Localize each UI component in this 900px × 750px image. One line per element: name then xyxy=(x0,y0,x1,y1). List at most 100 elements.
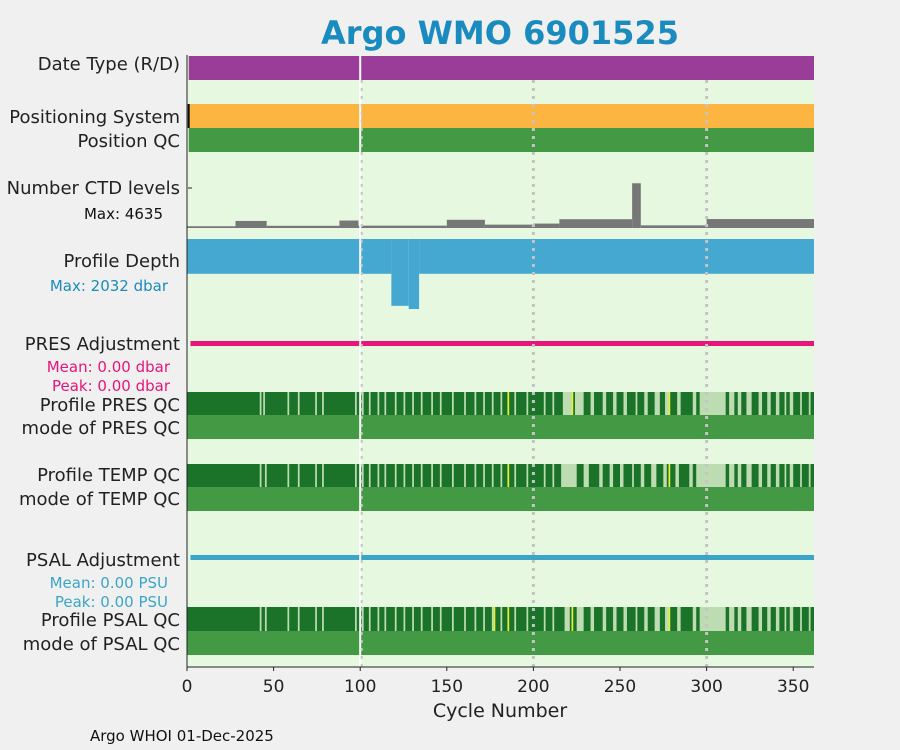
profile-qc-segment xyxy=(439,392,442,415)
profile-qc-segment xyxy=(609,464,614,487)
profile-qc-segment xyxy=(613,392,617,415)
pres-adjustment-label: PRES Adjustment xyxy=(25,334,180,355)
profile-qc-segment xyxy=(737,392,742,415)
profile-qc-segment xyxy=(377,464,380,487)
row-labels: Date Type (R/D) Positioning System Positio… xyxy=(7,54,180,655)
profile-qc-segment xyxy=(808,464,811,487)
psal-mode-qc-label: mode of PSAL QC xyxy=(23,634,180,655)
profile-qc-segment xyxy=(259,464,262,487)
temp-profile-qc-label: Profile TEMP QC xyxy=(37,465,180,486)
psal-adjustment-label: PSAL Adjustment xyxy=(26,550,180,571)
mode-qc-bar xyxy=(187,487,814,511)
ctd-levels-bar xyxy=(533,223,560,228)
x-tick-label: 50 xyxy=(263,677,285,697)
profile-qc-segment xyxy=(564,607,570,631)
profile-qc-segment xyxy=(635,392,638,415)
profile-depth-bar xyxy=(391,239,409,306)
profile-qc-segment xyxy=(800,607,802,631)
profile-qc-segment xyxy=(623,607,627,631)
profile-qc-segment xyxy=(259,392,262,415)
profile-qc-segment xyxy=(543,464,546,487)
position-qc-bar xyxy=(188,128,814,152)
profile-qc-segment xyxy=(737,464,742,487)
x-tick-label: 200 xyxy=(517,677,549,697)
profile-qc-segment xyxy=(526,392,529,415)
profile-depth-bar xyxy=(187,239,392,274)
x-tick-label: 100 xyxy=(344,677,376,697)
profile-qc-segment xyxy=(452,464,454,487)
profile-qc-segment xyxy=(758,464,763,487)
profile-qc-segment xyxy=(384,607,387,631)
profile-qc-segment xyxy=(355,464,357,487)
profile-qc-segment xyxy=(767,464,771,487)
positioning-start-mark xyxy=(187,104,190,128)
profile-qc-segment xyxy=(583,464,589,487)
psal-profile-qc-label: Profile PSAL QC xyxy=(41,610,180,631)
profile-qc-segment xyxy=(665,607,669,631)
profile-qc-segment xyxy=(574,392,584,415)
ctd-levels-bar xyxy=(632,183,641,228)
profile-qc-segment xyxy=(729,392,735,415)
profile-qc-segment xyxy=(746,464,752,487)
profile-qc-segment xyxy=(403,464,406,487)
profile-qc-segment xyxy=(699,392,726,415)
pres-profile-qc-label: Profile PRES QC xyxy=(40,395,180,416)
profile-qc-segment xyxy=(377,607,380,631)
profile-qc-segment xyxy=(355,392,357,415)
profile-qc-segment xyxy=(654,392,660,415)
profile-qc-segment xyxy=(264,607,267,631)
profile-qc-segment xyxy=(384,392,387,415)
profile-depth-max-label: Max: 2032 dbar xyxy=(50,277,169,295)
mode-qc-bar xyxy=(187,415,814,439)
profile-qc-segment xyxy=(491,607,494,631)
profile-qc-segment xyxy=(668,464,671,487)
profile-qc-segment xyxy=(758,392,763,415)
profile-qc-segment xyxy=(394,392,397,415)
profile-qc-segment xyxy=(474,464,477,487)
profile-qc-segment xyxy=(514,464,517,487)
profile-qc-segment xyxy=(384,464,387,487)
profile-qc-segment xyxy=(675,464,679,487)
profile-qc-segment xyxy=(315,392,317,415)
profile-qc-segment xyxy=(507,607,510,631)
profile-qc-segment xyxy=(789,464,794,487)
ctd-levels-bar xyxy=(235,220,267,228)
ctd-levels-bar xyxy=(187,226,236,228)
date-type-label: Date Type (R/D) xyxy=(38,54,180,75)
profile-qc-segment xyxy=(315,607,317,631)
profile-qc-segment xyxy=(746,392,752,415)
cycle-markers xyxy=(359,55,709,667)
profile-qc-segment xyxy=(635,607,638,631)
profile-qc-segment xyxy=(500,464,503,487)
mode-qc-bar xyxy=(187,631,814,655)
profile-qc-segment xyxy=(322,464,324,487)
profile-qc-segment xyxy=(746,607,752,631)
profile-qc-segment xyxy=(483,607,485,631)
profile-qc-segment xyxy=(526,464,529,487)
profile-qc-segment xyxy=(420,464,423,487)
ctd-levels-bar xyxy=(339,220,359,228)
profile-qc-segment xyxy=(355,607,357,631)
profile-qc-segment xyxy=(394,464,397,487)
profile-qc-segment xyxy=(654,607,660,631)
temp-mode-qc-label: mode of TEMP QC xyxy=(19,489,180,510)
profile-qc-segment xyxy=(431,392,433,415)
chart-title: Argo WMO 6901525 xyxy=(321,14,679,52)
profile-qc-segment xyxy=(287,607,290,631)
profile-qc-segment xyxy=(420,607,423,631)
profile-qc-segment xyxy=(259,607,262,631)
profile-qc-segment xyxy=(361,607,364,631)
profile-qc-segment xyxy=(452,607,454,631)
profile-qc-segment xyxy=(431,607,433,631)
profile-qc-segment xyxy=(297,607,300,631)
pres-adjustment-line xyxy=(190,341,814,346)
profile-qc-segment xyxy=(767,607,771,631)
profile-qc-segment xyxy=(452,392,454,415)
profile-qc-segment xyxy=(552,392,555,415)
profile-qc-segment xyxy=(377,392,380,415)
profile-qc-segment xyxy=(561,464,577,487)
profile-qc-segment xyxy=(439,464,442,487)
profile-qc-segment xyxy=(500,392,503,415)
profile-depth-bar xyxy=(408,239,420,309)
x-tick-label: 0 xyxy=(182,677,193,697)
